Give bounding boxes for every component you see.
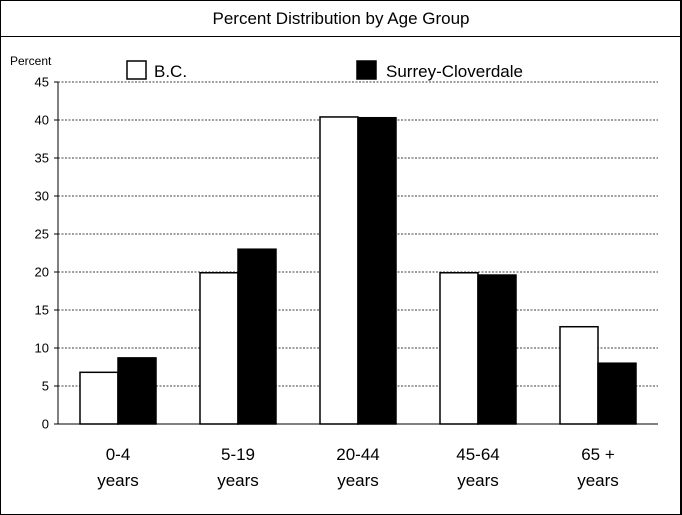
bar-bc [79,371,119,425]
legend-label: Surrey-Cloverdale [386,62,523,81]
bar-surrey-cloverdale [357,116,397,425]
bar-bc [439,272,479,425]
y-tick-label: 20 [35,265,49,280]
y-tick-label: 25 [35,227,49,242]
bar-bc [199,272,239,425]
y-tick-label: 30 [35,189,49,204]
x-tick-label-unit: years [457,471,499,490]
x-tick-label-unit: years [577,471,619,490]
bar-bc [559,325,599,425]
bar-surrey-cloverdale [117,357,157,425]
bar-surrey-cloverdale [237,248,277,425]
x-tick-label: 45-64 [456,445,499,464]
y-tick-label: 35 [35,151,49,166]
legend-swatch [126,60,147,80]
y-tick-label: 45 [35,75,49,90]
legend-swatch [356,60,377,80]
y-tick-label: 5 [42,379,49,394]
x-tick-label: 20-44 [336,445,379,464]
x-tick-label-unit: years [97,471,139,490]
y-tick-label: 15 [35,303,49,318]
y-tick-label: 10 [35,341,49,356]
y-tick-label: 40 [35,113,49,128]
bar-surrey-cloverdale [597,362,637,425]
y-tick-label: 0 [42,417,49,432]
bar-surrey-cloverdale [477,274,517,425]
bar-bc [319,116,359,425]
chart-title: Percent Distribution by Age Group [212,9,470,28]
title-bar: Percent Distribution by Age Group [1,1,681,37]
x-tick-label: 5-19 [221,445,255,464]
x-tick-label: 0-4 [106,445,131,464]
x-tick-label-unit: years [217,471,259,490]
legend-label: B.C. [154,62,187,81]
y-axis-label: Percent [10,54,52,68]
x-tick-label: 65 + [581,445,615,464]
x-tick-label-unit: years [337,471,379,490]
